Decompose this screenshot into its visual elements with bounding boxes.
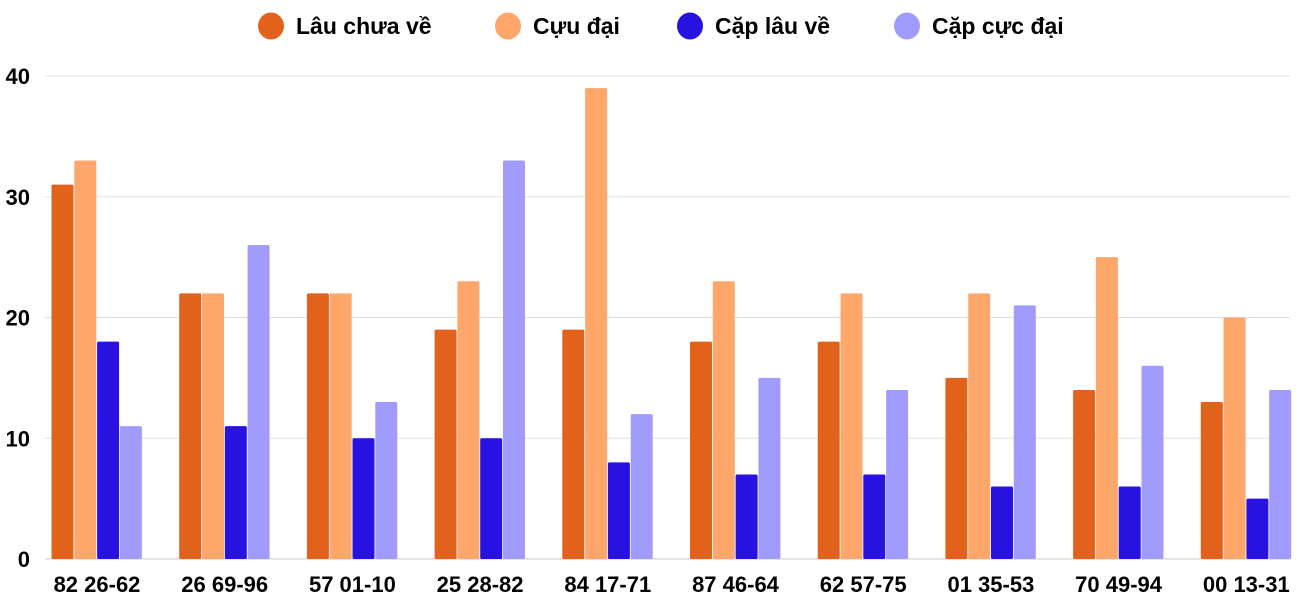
legend-swatch [677, 12, 703, 40]
bar [1200, 402, 1223, 559]
bar [375, 402, 398, 559]
x-tick-label: 70 49-94 [1075, 572, 1163, 597]
bar-group [179, 245, 270, 560]
y-tick-label: 30 [6, 185, 30, 210]
bar [306, 293, 329, 559]
bar [585, 88, 608, 559]
bar [630, 414, 653, 559]
x-tick-label: 00 13-31 [1203, 572, 1290, 597]
bar [119, 426, 142, 559]
legend-label: Lâu chưa về [296, 13, 432, 39]
legend-swatch [258, 12, 284, 40]
bar [352, 438, 375, 559]
bar-group [306, 293, 398, 559]
bar [202, 293, 224, 559]
y-axis: 0 10 20 30 40 [6, 64, 30, 572]
bar [329, 293, 352, 559]
bar [97, 341, 120, 559]
y-tick-label: 20 [6, 306, 30, 331]
bar [457, 281, 480, 559]
bar [1095, 257, 1118, 559]
x-tick-label: 62 57-75 [820, 572, 907, 597]
x-tick-label: 87 46-64 [692, 572, 780, 597]
x-axis: 82 26-62 26 69-96 57 01-10 25 28-82 84 17-71… [54, 572, 1290, 597]
bar [562, 329, 585, 559]
bar [817, 341, 840, 559]
bar [503, 160, 525, 559]
bar [968, 293, 991, 559]
bars [51, 88, 1292, 560]
bar [886, 389, 909, 559]
legend-item: Cựu đại [495, 12, 620, 40]
bar-group [562, 88, 653, 559]
bar [480, 438, 503, 559]
legend-label: Cặp cực đại [932, 13, 1064, 39]
legend-swatch [894, 12, 920, 40]
x-tick-label: 57 01-10 [309, 572, 396, 597]
bar [758, 377, 781, 559]
legend: Lâu chưa về Cựu đại Cặp lâu về Cặp cực đại [258, 12, 1064, 40]
x-tick-label: 84 17-71 [564, 572, 651, 597]
bar [1246, 498, 1269, 559]
bar [179, 293, 202, 559]
bar-group [51, 160, 142, 560]
y-tick-label: 0 [18, 547, 30, 572]
bar [247, 245, 270, 560]
legend-swatch [495, 12, 521, 40]
bar [224, 426, 247, 559]
bar [1118, 486, 1141, 559]
bar [735, 474, 758, 559]
bar [1223, 317, 1246, 559]
legend-label: Cặp lâu về [715, 13, 830, 39]
bar [1073, 389, 1096, 559]
y-tick-label: 10 [6, 426, 30, 451]
bar [607, 462, 630, 559]
bar [74, 160, 97, 559]
x-tick-label: 26 69-96 [181, 572, 268, 597]
bar [434, 329, 457, 559]
bar-group [434, 160, 525, 559]
bar [1269, 389, 1292, 559]
bar [51, 184, 74, 560]
bar-group [1073, 257, 1164, 559]
legend-item: Cặp cực đại [894, 12, 1064, 40]
bar [945, 377, 968, 559]
legend-item: Cặp lâu về [677, 12, 830, 40]
bar [1141, 365, 1164, 559]
legend-label: Cựu đại [533, 13, 620, 39]
bar-group [817, 293, 909, 559]
bar [991, 486, 1013, 559]
y-tick-label: 40 [6, 64, 30, 89]
bar [1013, 305, 1036, 559]
x-tick-label: 82 26-62 [54, 572, 141, 597]
bar [712, 281, 735, 559]
legend-item: Lâu chưa về [258, 12, 432, 40]
x-tick-label: 01 35-53 [947, 572, 1034, 597]
bar [863, 474, 886, 559]
bar-group [945, 293, 1036, 559]
bar-group [690, 281, 781, 559]
x-tick-label: 25 28-82 [437, 572, 524, 597]
bar-group [1200, 317, 1292, 559]
bar [840, 293, 863, 559]
bar [690, 341, 712, 559]
